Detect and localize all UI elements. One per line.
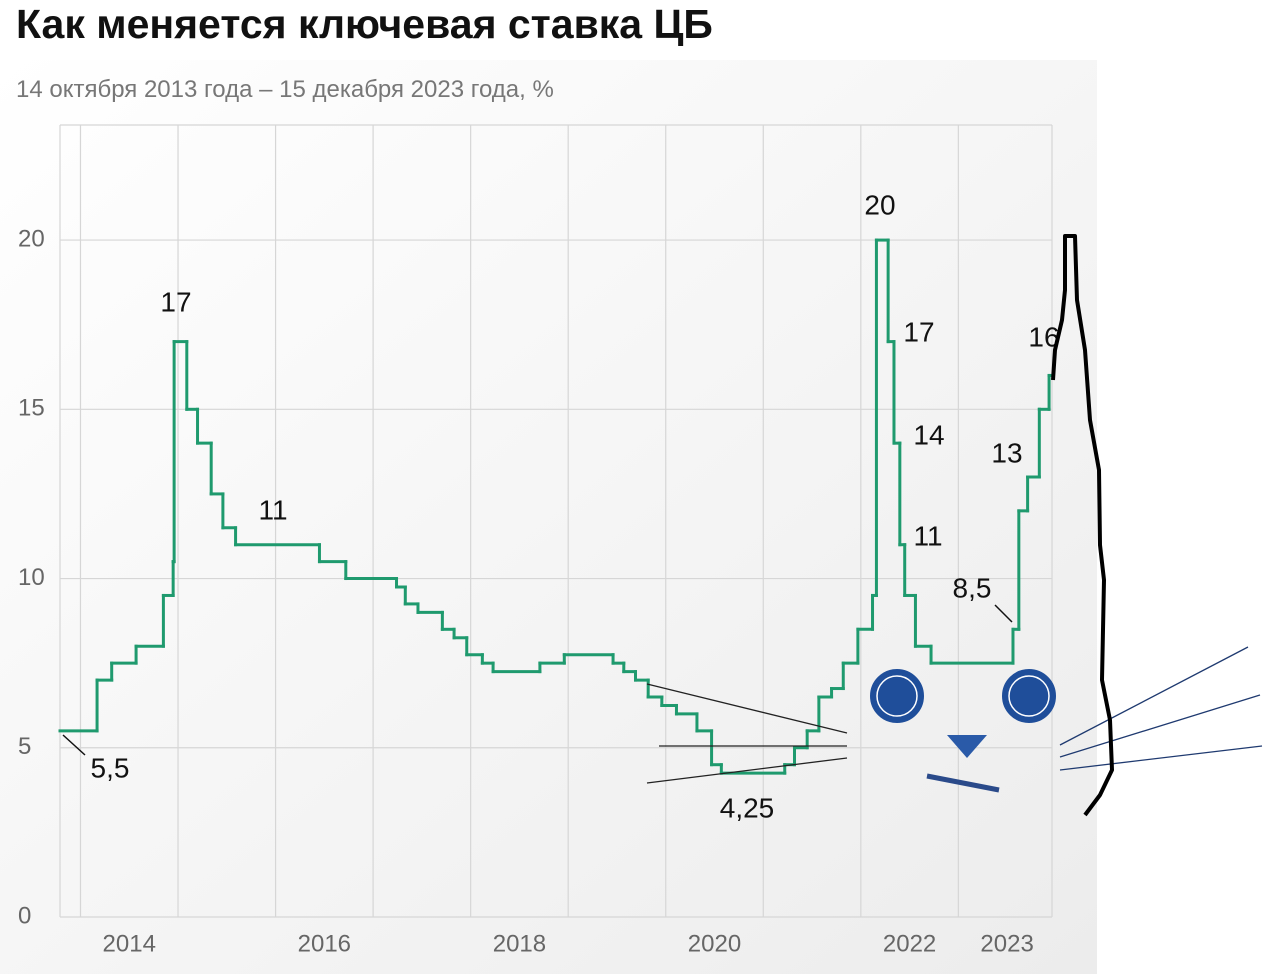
- data-label: 4,25: [720, 792, 775, 823]
- x-tick-label: 2016: [298, 930, 351, 957]
- cat-tail: [1051, 234, 1114, 817]
- data-label: 11: [913, 520, 942, 551]
- data-label: 11: [258, 494, 287, 525]
- cat-whisker: [1059, 694, 1261, 758]
- chart-title: Как меняется ключевая ставка ЦБ: [16, 1, 713, 47]
- doodle-line: [646, 683, 848, 734]
- label-leader: [994, 604, 1013, 623]
- x-tick-label: 2018: [493, 930, 546, 957]
- data-label: 17: [160, 286, 191, 317]
- cat-eye-ring: [876, 675, 918, 717]
- x-tick-label: 2023: [980, 930, 1033, 957]
- y-tick-label: 20: [18, 225, 45, 252]
- cat-whisker: [1059, 646, 1249, 746]
- x-tick-label: 2020: [688, 930, 741, 957]
- y-tick-label: 5: [18, 733, 31, 760]
- x-tick-label: 2014: [103, 930, 156, 957]
- cat-eye: [870, 669, 924, 723]
- chart-subtitle: 14 октября 2013 года – 15 декабря 2023 г…: [16, 76, 554, 103]
- cat-whisker: [1059, 745, 1263, 771]
- cat-eye-ring: [1008, 675, 1050, 717]
- data-label: 13: [991, 437, 1022, 468]
- doodle: [646, 234, 1263, 817]
- y-tick-label: 10: [18, 564, 45, 591]
- cat-nose: [947, 735, 987, 758]
- label-leader: [62, 734, 86, 756]
- data-label: 20: [864, 189, 895, 220]
- y-tick-label: 15: [18, 395, 45, 422]
- data-label: 5,5: [91, 752, 130, 783]
- doodle-line: [646, 757, 848, 784]
- data-label: 14: [913, 419, 944, 450]
- data-label: 8,5: [953, 572, 992, 603]
- plot: [58, 238, 1054, 775]
- cat-mouth: [926, 773, 1000, 793]
- chart-background: [0, 60, 1097, 974]
- y-tick-label: 0: [18, 902, 31, 929]
- data-label: 17: [903, 316, 934, 347]
- x-tick-label: 2022: [883, 930, 936, 957]
- cat-eye: [1002, 669, 1056, 723]
